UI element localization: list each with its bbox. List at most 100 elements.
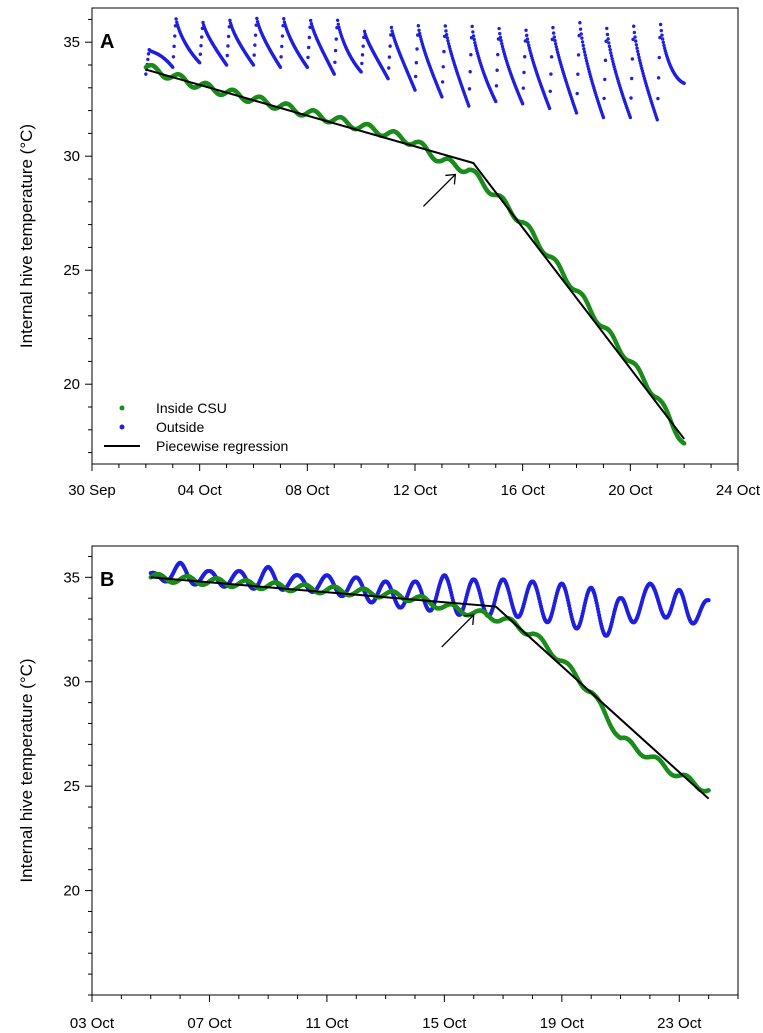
outside-point — [336, 22, 340, 27]
outside-point — [595, 604, 600, 609]
x-tick-label: 03 Oct — [70, 1015, 115, 1032]
outside-point — [610, 56, 614, 61]
outside-point — [173, 34, 177, 38]
outside-point — [333, 48, 338, 53]
outside-point — [525, 33, 529, 38]
outside-point — [198, 52, 203, 56]
x-tick-label: 30 Sep — [68, 482, 116, 499]
outside-point — [390, 29, 394, 33]
outside-point — [553, 38, 557, 43]
outside-point — [636, 52, 641, 57]
y-tick-label: 20 — [63, 883, 80, 900]
outside-point — [473, 40, 477, 45]
outside-point — [499, 39, 503, 43]
x-tick-label: 12 Oct — [393, 482, 438, 499]
outside-point — [586, 67, 591, 71]
outside-point — [443, 24, 447, 28]
outside-point — [332, 72, 336, 76]
outside-point — [629, 96, 633, 100]
outside-point — [661, 40, 666, 45]
outside-point — [201, 20, 205, 25]
outside-point — [146, 52, 151, 56]
outside-point — [576, 53, 581, 57]
outside-point — [638, 61, 643, 65]
outside-point — [601, 115, 606, 120]
outside-point — [603, 77, 607, 82]
outside-point — [633, 35, 637, 39]
outside-point — [146, 57, 150, 62]
outside-point — [468, 70, 472, 74]
outside-point — [553, 42, 558, 46]
outside-point — [305, 65, 310, 69]
outside-point — [442, 49, 446, 54]
outside-point — [474, 46, 478, 51]
outside-point — [605, 26, 609, 31]
outside-point — [253, 43, 257, 47]
outside-point — [606, 37, 610, 41]
outside-point — [580, 36, 584, 40]
series-inside-csu — [143, 63, 687, 446]
outside-point — [552, 35, 556, 39]
outside-point — [662, 46, 667, 50]
y-tick-label: 30 — [63, 674, 80, 691]
outside-point — [471, 34, 476, 38]
outside-point — [596, 610, 601, 615]
outside-point — [469, 53, 473, 57]
y-axis-label: Internal hive temperature (°C) — [17, 124, 36, 348]
outside-point — [307, 35, 312, 40]
y-tick-label: 35 — [63, 569, 80, 586]
outside-point — [498, 35, 503, 40]
outside-point — [582, 50, 587, 54]
outside-point — [360, 53, 365, 57]
outside-point — [498, 31, 502, 36]
outside-point — [500, 42, 504, 46]
outside-point — [495, 68, 499, 72]
outside-point — [527, 46, 532, 50]
y-axis-label: Internal hive temperature (°C) — [17, 658, 36, 882]
outside-point — [548, 89, 552, 93]
outside-point — [555, 50, 560, 55]
outside-point — [555, 47, 559, 52]
outside-point — [387, 66, 391, 70]
outside-point — [628, 115, 633, 120]
outside-point — [252, 53, 256, 57]
outside-point — [467, 104, 471, 108]
outside-point — [306, 45, 311, 50]
outside-point — [658, 22, 663, 27]
outside-point — [171, 55, 176, 59]
outside-point — [414, 61, 419, 65]
outside-point — [418, 31, 422, 36]
y-tick-label: 20 — [63, 376, 80, 393]
x-tick-label: 15 Oct — [422, 1015, 467, 1032]
outside-point — [706, 598, 711, 603]
outside-point — [473, 43, 478, 48]
outside-point — [337, 25, 341, 29]
outside-point — [583, 53, 587, 57]
outside-point — [334, 37, 338, 41]
legend-label: Inside CSU — [156, 400, 227, 416]
arrow-annotation — [441, 614, 475, 648]
outside-point — [171, 65, 175, 69]
outside-point — [632, 30, 637, 35]
outside-point — [655, 118, 659, 122]
outside-point — [576, 72, 580, 76]
outside-point — [607, 41, 611, 45]
outside-point — [631, 24, 636, 28]
inside-csu-point — [681, 441, 687, 446]
outside-point — [549, 55, 554, 59]
outside-point — [608, 48, 612, 52]
x-tick-label: 08 Oct — [285, 482, 330, 499]
outside-point — [585, 61, 589, 66]
outside-point — [446, 41, 451, 46]
outside-point — [413, 74, 418, 79]
outside-point — [199, 43, 203, 48]
arrow-annotation — [422, 173, 457, 207]
outside-point — [550, 37, 554, 42]
outside-point — [255, 16, 259, 21]
outside-point — [386, 76, 390, 81]
outside-point — [549, 72, 553, 76]
x-tick-label: 11 Oct — [305, 1015, 349, 1032]
panel-letter: B — [100, 569, 114, 591]
outside-point — [388, 44, 392, 48]
outside-point — [660, 33, 664, 37]
